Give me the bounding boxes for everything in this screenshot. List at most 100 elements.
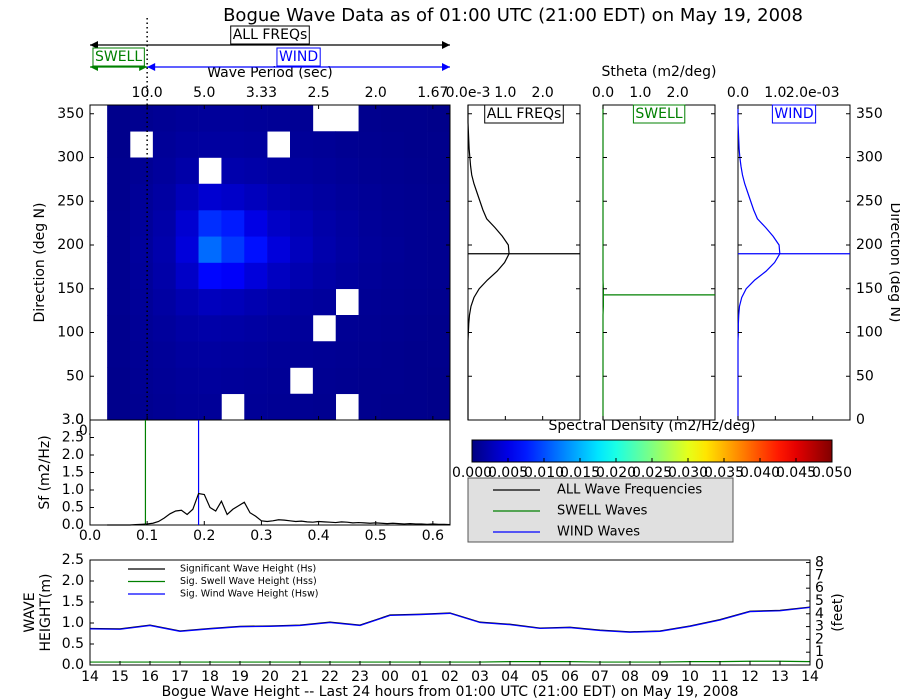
heatmap-cell bbox=[427, 157, 451, 185]
x2-tick-label: 10.0 bbox=[132, 85, 163, 101]
y-axis-title: Direction (deg N) bbox=[32, 203, 48, 323]
x-tick-label: 0.0e-3 bbox=[446, 85, 491, 101]
x-tick-label: 2.0e-03 bbox=[786, 85, 840, 101]
colorbar-title: Spectral Density (m2/Hz/deg) bbox=[548, 418, 755, 434]
heatmap-cell bbox=[358, 131, 382, 158]
y-tick-label: 0 bbox=[75, 412, 84, 428]
heatmap-cell bbox=[404, 262, 428, 290]
y-tick-label: 1.5 bbox=[62, 594, 84, 610]
colorbar-tick-label: 0.015 bbox=[560, 465, 600, 481]
x2-axis-title: Wave Period (sec) bbox=[207, 65, 333, 81]
heatmap-cell bbox=[267, 183, 291, 211]
heatmap-cell bbox=[312, 367, 337, 395]
y-tick-label: 1.0 bbox=[62, 482, 84, 498]
heatmap-cell bbox=[267, 341, 291, 368]
heatmap-cell bbox=[358, 288, 382, 316]
y-axis-title: Sf (m2/Hz) bbox=[37, 435, 53, 509]
heatmap-cell bbox=[175, 393, 199, 421]
heatmap-cell bbox=[198, 105, 222, 132]
heatmap-cell bbox=[244, 262, 268, 290]
heatmap-cell bbox=[381, 210, 405, 237]
colorbar-tick-label: 0.035 bbox=[704, 465, 744, 481]
heatmap-cell bbox=[427, 105, 451, 132]
heatmap-cell bbox=[335, 131, 359, 158]
heatmap-cell bbox=[358, 315, 382, 342]
heatmap-cell bbox=[312, 341, 337, 368]
heatmap-cell bbox=[404, 183, 428, 211]
heatmap-cell bbox=[152, 288, 177, 316]
heatmap-cell bbox=[221, 236, 245, 263]
heatmap-cell bbox=[130, 315, 154, 342]
y2-tick-label: 0 bbox=[815, 657, 824, 673]
x-tick-label: 19 bbox=[231, 669, 249, 685]
y-tick-label: 2.0 bbox=[62, 447, 84, 463]
y-tick-label: 100 bbox=[856, 325, 883, 341]
colorbar-tick-label: 0.050 bbox=[812, 465, 852, 481]
heatmap-cell bbox=[358, 367, 382, 395]
y-tick-label: 2.5 bbox=[62, 430, 84, 446]
x-tick-label: 0.1 bbox=[136, 528, 158, 544]
heatmap-cell bbox=[404, 393, 428, 421]
heatmap-cell bbox=[244, 315, 268, 342]
x-tick-label: 0.0 bbox=[727, 85, 749, 101]
heatmap-cell bbox=[152, 105, 177, 132]
legend-label: WIND Waves bbox=[557, 525, 640, 540]
heatmap-cell bbox=[130, 367, 154, 395]
heatmap-cell bbox=[290, 210, 314, 237]
heatmap-cell bbox=[107, 183, 131, 211]
y-tick-label: 250 bbox=[856, 193, 883, 209]
x-tick-label: 07 bbox=[591, 669, 609, 685]
label-box bbox=[92, 47, 145, 67]
y2-tick-label: 2 bbox=[815, 631, 824, 647]
label-box bbox=[484, 104, 564, 124]
annotation-label: SWELL bbox=[95, 49, 142, 65]
heatmap-cell bbox=[198, 315, 222, 342]
x-tick-label: 1.0 bbox=[629, 85, 651, 101]
heatmap-cell bbox=[290, 183, 314, 211]
y2-tick-label: 7 bbox=[815, 567, 824, 583]
heatmap-cell bbox=[267, 393, 291, 421]
heatmap-cell bbox=[244, 131, 268, 158]
y-tick-label: 0.0 bbox=[62, 657, 84, 673]
heatmap-cell bbox=[198, 288, 222, 316]
heatmap-cell bbox=[221, 183, 245, 211]
heatmap-cell bbox=[107, 315, 131, 342]
annotation-label: ALL FREQs bbox=[233, 27, 308, 43]
heatmap-cell bbox=[312, 183, 337, 211]
y-tick-label: 0.0 bbox=[62, 517, 84, 533]
heatmap-cell bbox=[244, 236, 268, 263]
colorbar-tick-label: 0.025 bbox=[632, 465, 672, 481]
heatmap-cell bbox=[267, 210, 291, 237]
x-axis-title: Bogue Wave Height -- Last 24 hours from … bbox=[162, 684, 739, 700]
x-tick-label: 2.0 bbox=[532, 85, 554, 101]
heatmap-cell bbox=[381, 393, 405, 421]
colorbar-tick-label: 0.005 bbox=[488, 465, 528, 481]
y-tick-label: 150 bbox=[856, 281, 883, 297]
heatmap-cell bbox=[267, 288, 291, 316]
heatmap-cell bbox=[290, 341, 314, 368]
heatmap-cell bbox=[130, 288, 154, 316]
heatmap-cell bbox=[267, 315, 291, 342]
x-tick-label: 16 bbox=[141, 669, 159, 685]
heatmap-cell bbox=[267, 236, 291, 263]
y-tick-label: 0 bbox=[856, 412, 865, 428]
heatmap-cell bbox=[152, 183, 177, 211]
y-tick-label: 200 bbox=[57, 237, 84, 253]
chart-title: Bogue Wave Data as of 01:00 UTC (21:00 E… bbox=[223, 5, 803, 26]
heatmap-cell bbox=[267, 105, 291, 132]
colorbar-tick-label: 0.030 bbox=[668, 465, 708, 481]
annotation-label: WIND bbox=[279, 49, 318, 65]
arrow-head bbox=[147, 63, 156, 71]
heatmap-cell bbox=[404, 315, 428, 342]
x-tick-label: 10 bbox=[681, 669, 699, 685]
heatmap-cell bbox=[107, 210, 131, 237]
heatmap-cell bbox=[221, 262, 245, 290]
heatmap-cell bbox=[427, 393, 451, 421]
x-axis-title: Stheta (m2/deg) bbox=[602, 64, 717, 80]
heatmap-cell bbox=[427, 288, 451, 316]
heatmap-cell bbox=[381, 262, 405, 290]
panel-title: SWELL bbox=[635, 106, 682, 122]
heatmap-cell bbox=[152, 236, 177, 263]
heatmap-cell bbox=[404, 367, 428, 395]
